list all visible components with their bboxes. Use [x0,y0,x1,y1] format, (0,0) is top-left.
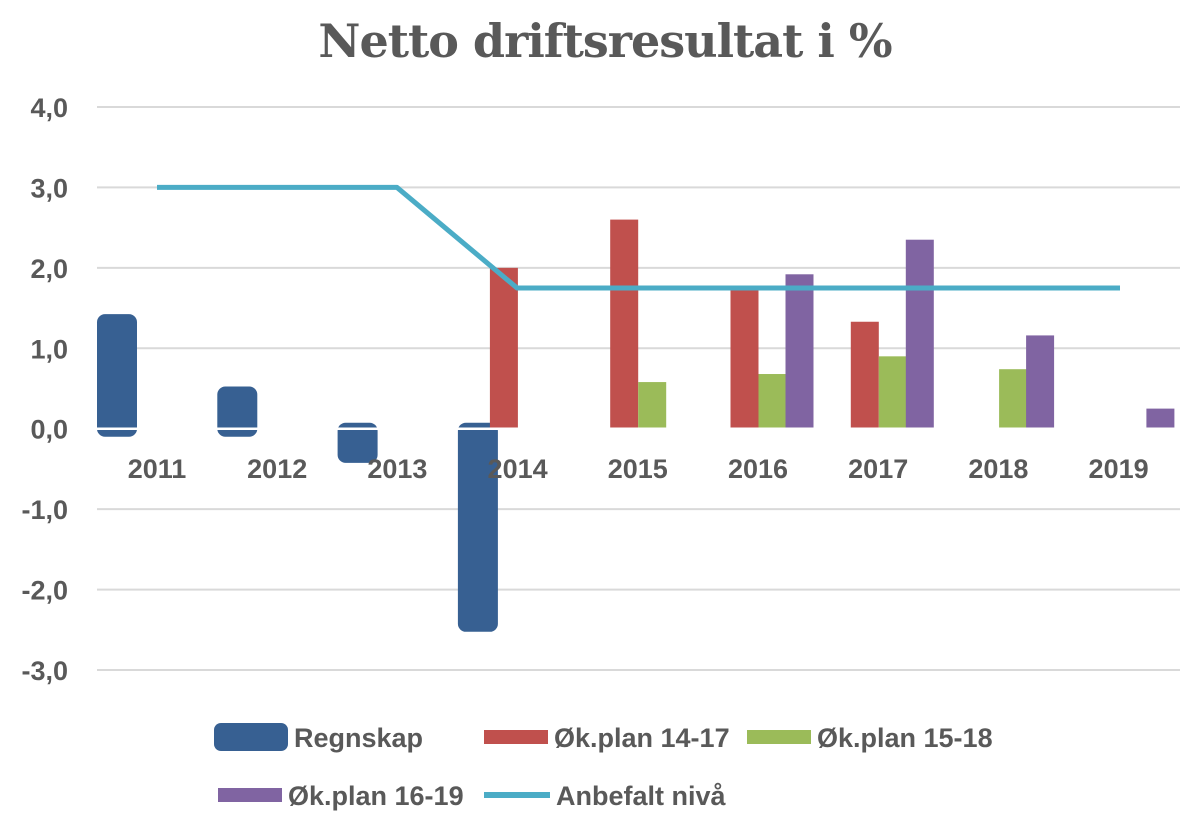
legend-swatch [747,730,811,744]
legend-item-regnskap: Regnskap [214,723,423,753]
bar--k-plan-15-18-2015 [638,382,667,429]
y-tick-label: 3,0 [30,173,68,203]
x-tick-label: 2017 [848,454,908,484]
legend-item--k-plan-16-19: Øk.plan 16-19 [218,781,464,811]
legend-label: Regnskap [294,723,423,753]
chart-title: Netto driftsresultat i % [318,14,891,68]
bar--k-plan-15-18-2017 [878,356,907,429]
bar-regnskap-2011 [97,314,137,437]
legend-label: Øk.plan 15-18 [817,723,993,753]
y-tick-label: 4,0 [30,93,68,123]
y-tick-label: -2,0 [21,576,68,606]
bar--k-plan-14-17-2016 [730,287,759,429]
y-tick-label: -3,0 [21,656,68,686]
x-axis-ticks: 2011 2012 2013 2014 2015 2016 2017 2018 2019 [128,454,1149,484]
legend: Regnskap Øk.plan 14-17 Øk.plan 15-18 Øk.pla… [214,723,993,811]
y-tick-label: -1,0 [21,495,68,525]
legend-item-anbefalt-niv-: Anbefalt nivå [484,781,727,811]
legend-swatch [214,723,288,751]
bar-regnskap-2014 [457,422,498,632]
legend-swatch [484,792,550,798]
bar--k-plan-14-17-2014 [489,267,518,429]
legend-swatch [484,730,548,744]
y-axis-ticks: 4,0 3,0 2,0 1,0 0,0 -1,0 -2,0 -3,0 [21,93,68,686]
legend-label: Øk.plan 16-19 [288,781,464,811]
legend-label: Anbefalt nivå [556,781,727,811]
y-tick-label: 2,0 [30,254,68,284]
bar--k-plan-14-17-2017 [850,321,879,429]
y-tick-label: 0,0 [30,415,68,445]
line-anbefalt-niva [157,184,1120,291]
bar-regnskap-2012 [217,386,258,437]
bar--k-plan-15-18-2018 [999,369,1028,429]
bar-regnskap-2013 [337,422,378,463]
legend-swatch [218,788,282,802]
bars [97,219,1180,632]
y-tick-label: 1,0 [30,334,68,364]
x-tick-label: 2016 [728,454,788,484]
x-tick-label: 2011 [128,454,187,484]
bar--k-plan-16-19-2017 [905,239,934,429]
x-tick-label: 2019 [1089,454,1149,484]
bar--k-plan-15-18-2016 [758,374,787,429]
bar--k-plan-16-19-2018 [1026,335,1055,429]
reference-line [157,184,1120,291]
legend-item--k-plan-14-17: Øk.plan 14-17 [484,723,730,753]
bar--k-plan-16-19-2019 [1146,408,1175,429]
legend-item--k-plan-15-18: Øk.plan 15-18 [747,723,993,753]
x-tick-label: 2012 [247,454,307,484]
x-tick-label: 2014 [488,454,548,484]
bar--k-plan-16-19-2016 [785,274,814,429]
x-tick-label: 2013 [367,454,427,484]
x-tick-label: 2015 [608,454,668,484]
x-tick-label: 2018 [968,454,1028,484]
legend-label: Øk.plan 14-17 [554,723,730,753]
bar--k-plan-14-17-2015 [610,219,639,429]
